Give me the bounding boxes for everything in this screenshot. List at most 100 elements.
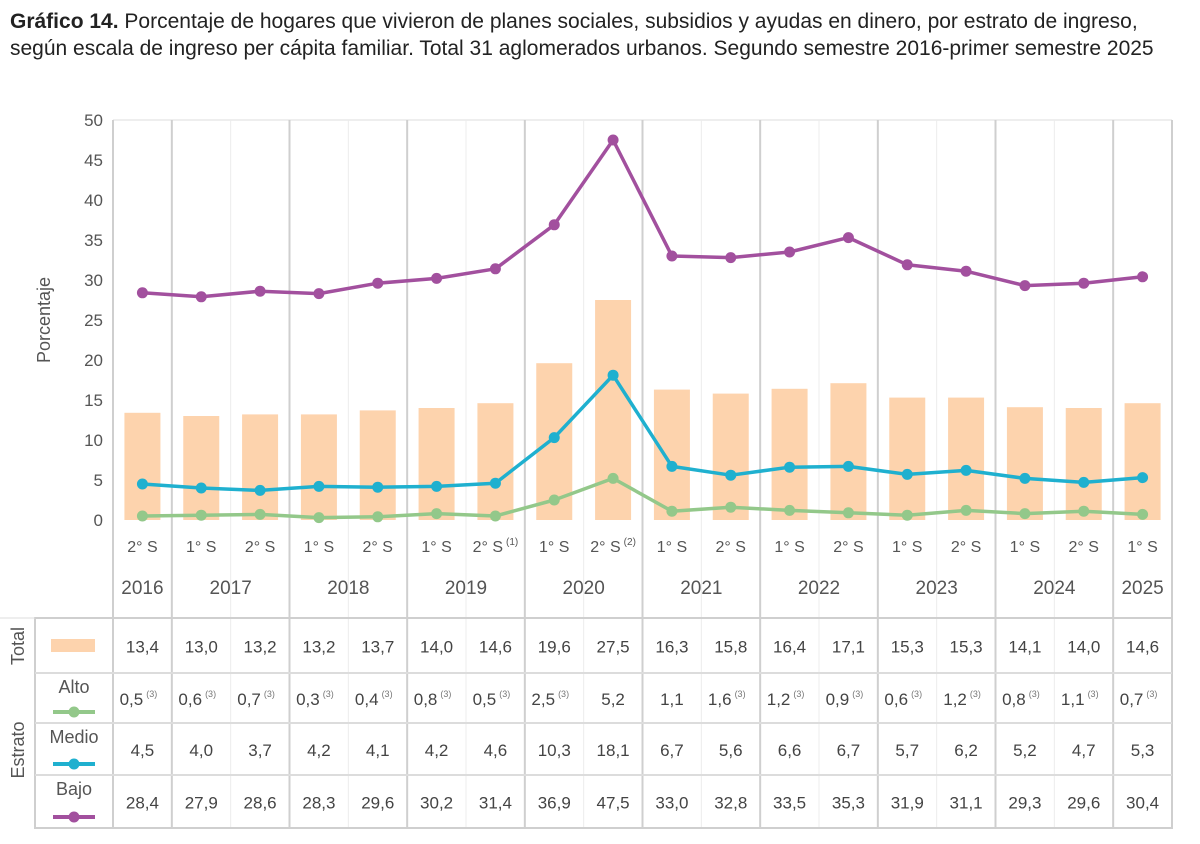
- legend-total-swatch: [51, 639, 95, 652]
- table-cell-bajo: 29,6: [1067, 794, 1100, 813]
- semester-label: 1° S: [186, 539, 216, 556]
- table-cell-alto: 0,3 (3): [296, 689, 334, 709]
- y-tick-label: 15: [84, 391, 103, 410]
- y-tick-label: 10: [84, 431, 103, 450]
- point-bajo: [372, 277, 384, 289]
- point-bajo: [254, 285, 266, 297]
- table-cell-bajo: 29,3: [1008, 794, 1041, 813]
- point-bajo: [1137, 271, 1149, 283]
- chart-title-text: Porcentaje de hogares que vivieron de pl…: [10, 10, 1154, 60]
- bar-total: [124, 412, 161, 520]
- table-cell-total: 13,2: [244, 638, 277, 657]
- point-medio: [784, 461, 796, 473]
- table-cell-bajo: 32,8: [714, 794, 747, 813]
- table-cell-medio: 4,0: [189, 741, 213, 760]
- point-bajo: [1078, 277, 1090, 289]
- point-medio: [313, 480, 325, 492]
- table-cell-bajo: 30,2: [420, 794, 453, 813]
- line-bajo: [142, 138, 1143, 299]
- table-cell-bajo: 28,3: [302, 794, 335, 813]
- y-tick-label: 30: [84, 271, 103, 290]
- table-cell-total: 14,6: [1126, 638, 1159, 657]
- legend-alto-marker: [68, 706, 80, 718]
- table-cell-alto: 1,1 (3): [1061, 689, 1099, 709]
- semester-label: 1° S: [539, 539, 569, 556]
- point-alto: [1137, 508, 1149, 520]
- y-tick-label: 20: [84, 351, 103, 370]
- point-alto: [607, 472, 619, 484]
- table-cell-bajo: 29,6: [361, 794, 394, 813]
- table-cell-alto: 1,1: [660, 690, 684, 709]
- semester-label: 1° S: [774, 539, 804, 556]
- semester-label: 2° S (1): [473, 537, 519, 556]
- bar-total: [1124, 403, 1161, 520]
- bar-total: [889, 397, 926, 520]
- point-medio: [372, 481, 384, 493]
- semester-label: 2° S: [245, 539, 275, 556]
- table-cell-total: 16,3: [655, 638, 688, 657]
- bar-total: [183, 416, 220, 520]
- point-medio: [960, 464, 972, 476]
- bar-total: [830, 383, 867, 520]
- point-medio: [1019, 472, 1031, 484]
- line-medio: [142, 373, 1143, 493]
- point-alto: [784, 504, 796, 516]
- bar-total: [948, 397, 985, 520]
- semester-label: 1° S: [892, 539, 922, 556]
- table-cell-total: 15,3: [950, 638, 983, 657]
- table-cell-medio: 5,6: [719, 741, 743, 760]
- bar-total: [359, 410, 396, 520]
- point-alto: [136, 510, 148, 522]
- point-alto: [725, 501, 737, 513]
- point-bajo: [195, 291, 207, 303]
- table-cell-medio: 3,7: [248, 741, 272, 760]
- table-cell-total: 13,4: [126, 638, 159, 657]
- table-cell-alto: 0,7 (3): [237, 689, 275, 709]
- point-alto: [254, 508, 266, 520]
- year-label: 2018: [327, 578, 369, 599]
- table-cell-alto: 0,6 (3): [884, 689, 922, 709]
- point-medio: [842, 460, 854, 472]
- table-cell-total: 16,4: [773, 638, 806, 657]
- table-cell-medio: 6,7: [837, 741, 861, 760]
- table-cell-alto: 1,6 (3): [708, 689, 746, 709]
- year-label: 2019: [445, 578, 487, 599]
- legend-alto-label: Alto: [58, 677, 89, 697]
- point-alto: [313, 512, 325, 524]
- point-alto: [1019, 508, 1031, 520]
- year-label: 2017: [210, 578, 252, 599]
- y-tick-label: 45: [84, 151, 103, 170]
- line-alto: [142, 476, 1143, 520]
- semester-label: 2° S: [951, 539, 981, 556]
- semester-label: 1° S: [304, 539, 334, 556]
- chart-title-prefix: Gráfico 14.: [10, 10, 119, 33]
- table-cell-alto: 0,7 (3): [1120, 689, 1158, 709]
- semester-label: 2° S: [1069, 539, 1099, 556]
- table-cell-total: 15,8: [714, 638, 747, 657]
- y-tick-label: 35: [84, 231, 103, 250]
- table-cell-total: 14,1: [1008, 638, 1041, 657]
- table-cell-medio: 18,1: [597, 741, 630, 760]
- point-medio: [548, 432, 560, 444]
- table-cell-medio: 6,7: [660, 741, 684, 760]
- year-label: 2020: [563, 578, 605, 599]
- year-label: 2024: [1033, 578, 1076, 599]
- table-cell-bajo: 35,3: [832, 794, 865, 813]
- chart-title: Gráfico 14. Porcentaje de hogares que vi…: [10, 8, 1195, 62]
- point-bajo: [489, 263, 501, 275]
- table-cell-bajo: 31,9: [891, 794, 924, 813]
- table-cell-total: 19,6: [538, 638, 571, 657]
- y-tick-label: 50: [84, 111, 103, 130]
- point-alto: [1078, 505, 1090, 517]
- table-cell-alto: 0,5 (3): [120, 689, 158, 709]
- table-cell-alto: 0,4 (3): [355, 689, 393, 709]
- table-cell-alto: 2,5 (3): [531, 689, 569, 709]
- year-label: 2016: [121, 578, 163, 599]
- table-cell-alto: 0,5 (3): [473, 689, 511, 709]
- point-alto: [489, 510, 501, 522]
- point-bajo: [313, 288, 325, 300]
- bar-total: [712, 393, 749, 520]
- semester-label: 1° S: [657, 539, 687, 556]
- point-bajo: [607, 134, 619, 146]
